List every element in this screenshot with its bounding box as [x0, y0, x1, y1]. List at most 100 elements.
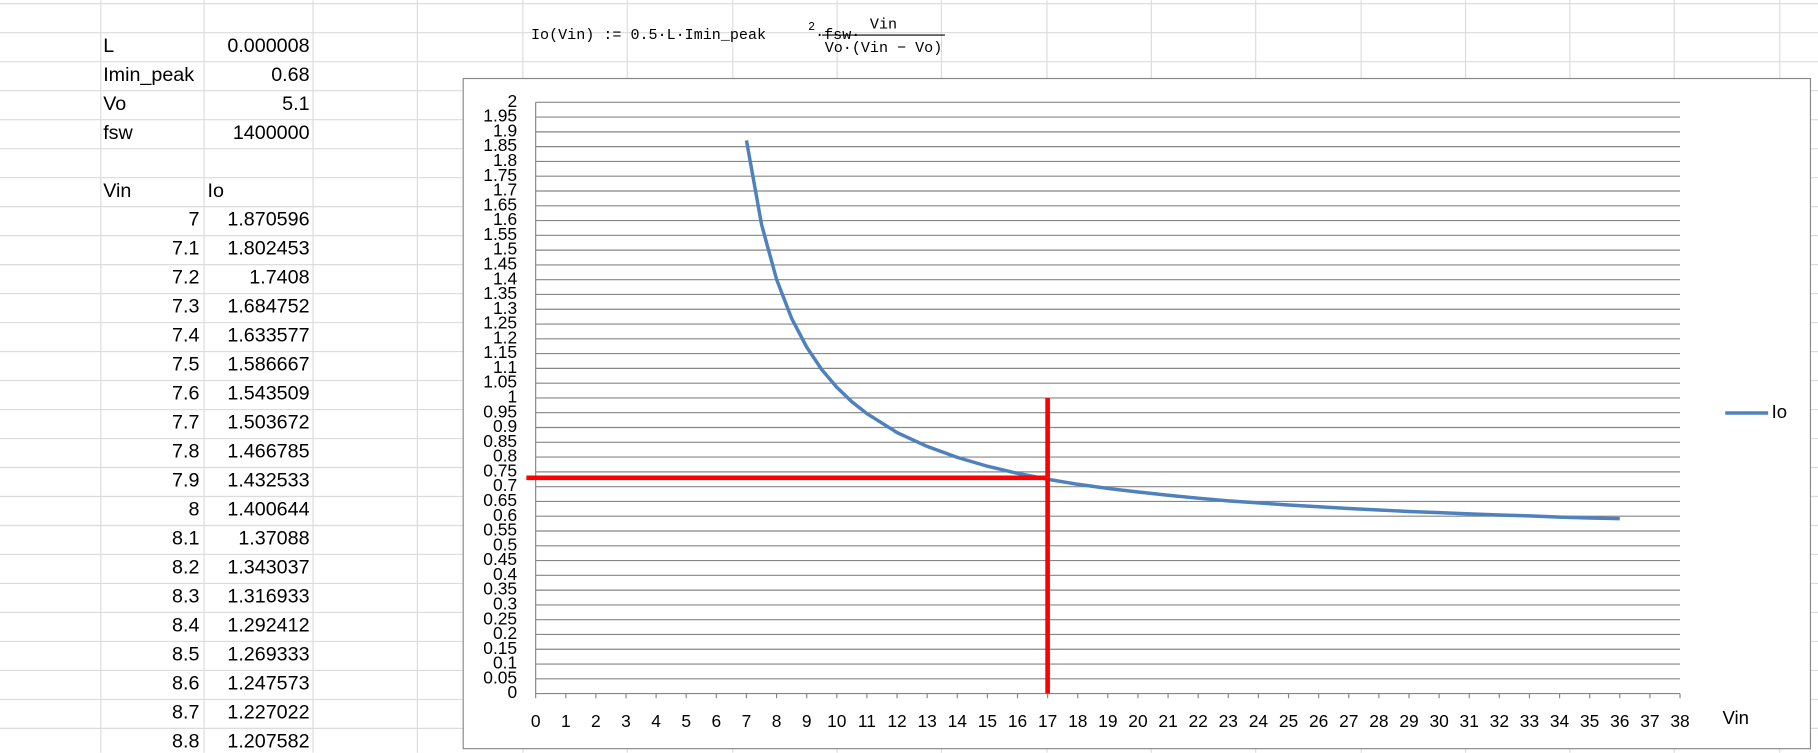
- y-tick-label: 1.7: [493, 180, 517, 200]
- table-cell: 1.684752: [227, 296, 309, 318]
- table-cell: 1.543509: [227, 383, 309, 405]
- y-tick-label: 1.95: [483, 106, 517, 126]
- x-tick-label: 9: [802, 711, 812, 731]
- header-cell: Io: [208, 180, 224, 202]
- parameter-value: 5.1: [282, 93, 309, 115]
- table-cell: 1.37088: [238, 528, 309, 550]
- table-cell: 1.343037: [227, 557, 309, 579]
- x-tick-label: 36: [1610, 711, 1629, 731]
- table-cell: 8.6: [172, 673, 199, 695]
- table-cell: 1.227022: [227, 702, 309, 724]
- x-tick-label: 17: [1038, 711, 1057, 731]
- x-tick-label: 24: [1249, 711, 1269, 731]
- parameter-value: 0.000008: [227, 35, 309, 57]
- x-tick-label: 37: [1640, 711, 1659, 731]
- parameter-name: Imin_peak: [103, 64, 194, 86]
- x-tick-label: 11: [858, 711, 876, 731]
- x-tick-label: 26: [1309, 711, 1328, 731]
- table-cell: 1.586667: [227, 354, 309, 376]
- table-cell: 8.8: [172, 731, 199, 753]
- x-tick-label: 7: [742, 711, 752, 731]
- table-cell: 1.466785: [227, 441, 309, 463]
- parameter-value: 0.68: [271, 64, 309, 86]
- formula-text: Io(Vin) := 0.5·L·Imin_peak: [531, 26, 766, 44]
- x-tick-label: 27: [1339, 711, 1358, 731]
- y-tick-label: 0.05: [483, 667, 517, 687]
- y-tick-label: 1.8: [493, 150, 517, 170]
- table-cell: 8.4: [172, 615, 199, 637]
- y-tick-label: 0.3: [493, 594, 517, 614]
- y-tick-label: 0: [507, 682, 517, 702]
- chart-frame: [462, 77, 1812, 750]
- x-tick-label: 28: [1369, 711, 1388, 731]
- parameter-name: Vo: [103, 93, 126, 115]
- y-tick-label: 0.75: [483, 460, 517, 480]
- y-tick-label: 1.65: [483, 194, 517, 214]
- table-cell: 1.7408: [249, 267, 309, 289]
- x-tick-label: 34: [1550, 711, 1570, 731]
- x-tick-label: 1: [561, 711, 571, 731]
- x-tick-label: 2: [591, 711, 601, 731]
- table-cell: 1.432533: [227, 470, 309, 492]
- formula-exponent: 2: [808, 21, 815, 34]
- table-cell: 7.8: [172, 441, 199, 463]
- x-tick-label: 25: [1279, 711, 1298, 731]
- x-tick-label: 33: [1520, 711, 1539, 731]
- parameter-name: fsw: [103, 122, 133, 144]
- x-tick-label: 38: [1670, 711, 1689, 731]
- x-tick-label: 14: [948, 711, 968, 731]
- table-cell: 1.870596: [227, 209, 309, 231]
- table-cell: 1.503672: [227, 412, 309, 434]
- x-tick-label: 3: [621, 711, 631, 731]
- table-cell: 7.9: [172, 470, 199, 492]
- table-cell: 8.3: [172, 586, 199, 608]
- x-tick-label: 10: [827, 711, 846, 731]
- x-tick-label: 8: [772, 711, 782, 731]
- y-tick-label: 1.05: [483, 372, 517, 392]
- table-cell: 1.316933: [227, 586, 309, 608]
- y-tick-label: 0.85: [483, 431, 517, 451]
- y-tick-label: 0.8: [493, 446, 517, 466]
- y-tick-label: 0.2: [493, 623, 517, 643]
- table-cell: 7.6: [172, 383, 199, 405]
- table-cell: 1.207582: [227, 731, 309, 753]
- y-tick-label: 0.45: [483, 549, 517, 569]
- y-tick-label: 1.6: [493, 209, 517, 229]
- x-tick-label: 0: [531, 711, 541, 731]
- x-tick-label: 16: [1008, 711, 1027, 731]
- y-tick-label: 2: [507, 91, 517, 111]
- x-axis-title: Vin: [1722, 707, 1748, 728]
- formula: Io(Vin) := 0.5·L·Imin_peak 2 ·fsw· Vin V…: [531, 16, 945, 57]
- x-tick-label: 31: [1460, 711, 1479, 731]
- table-cell: 1.292412: [227, 615, 309, 637]
- y-tick-label: 1.9: [493, 120, 517, 140]
- table-cell: 7.7: [172, 412, 199, 434]
- table-cell: 1.633577: [227, 325, 309, 347]
- y-tick-label: 1.45: [483, 253, 517, 273]
- table-cell: 7.4: [172, 325, 199, 347]
- x-tick-label: 5: [681, 711, 691, 731]
- y-tick-label: 0.55: [483, 520, 517, 540]
- y-tick-label: 1.5: [493, 239, 517, 259]
- x-tick-label: 15: [978, 711, 997, 731]
- y-tick-label: 1.2: [493, 327, 517, 347]
- x-tick-label: 32: [1490, 711, 1509, 731]
- y-tick-label: 0.95: [483, 401, 517, 421]
- x-tick-label: 12: [887, 711, 906, 731]
- x-tick-label: 20: [1128, 711, 1147, 731]
- x-tick-label: 29: [1399, 711, 1418, 731]
- y-tick-label: 0.1: [493, 653, 517, 673]
- y-tick-label: 1: [507, 387, 517, 407]
- table-cell: 1.400644: [227, 499, 309, 521]
- y-tick-label: 0.9: [493, 416, 517, 436]
- y-tick-label: 0.4: [493, 564, 517, 584]
- y-tick-label: 1.75: [483, 165, 517, 185]
- header-cell: Vin: [103, 180, 131, 202]
- table-cell: 7.2: [172, 267, 199, 289]
- formula-denominator: Vo·(Vin − Vo): [825, 39, 943, 57]
- x-tick-label: 30: [1429, 711, 1448, 731]
- y-tick-label: 0.65: [483, 490, 517, 510]
- x-tick-label: 19: [1098, 711, 1117, 731]
